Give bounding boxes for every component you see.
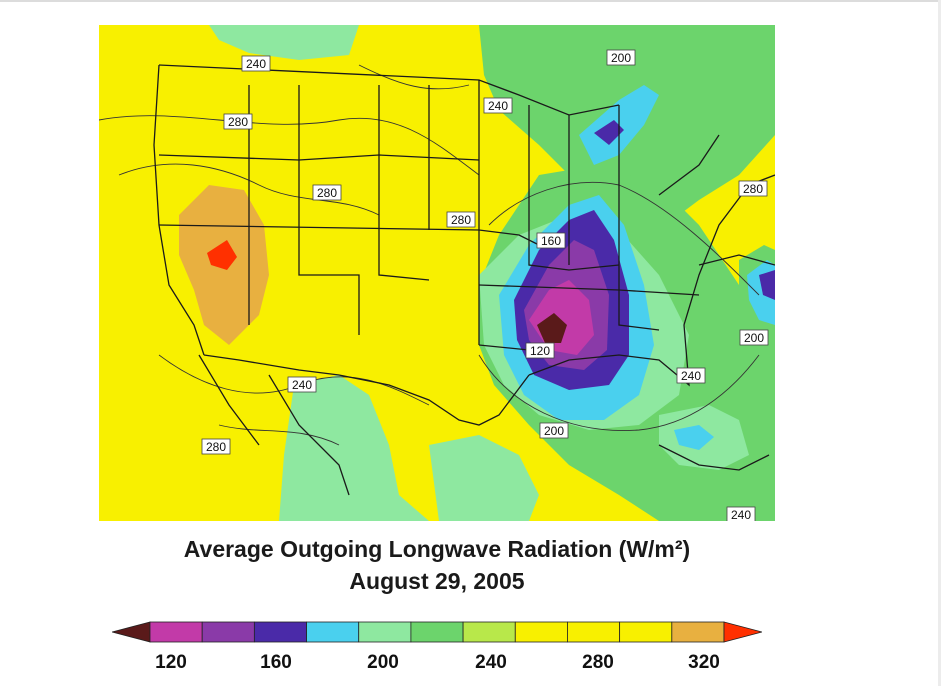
contour-label: 200 xyxy=(606,49,636,66)
svg-text:280: 280 xyxy=(228,115,248,129)
svg-text:240: 240 xyxy=(488,99,508,113)
svg-text:120: 120 xyxy=(530,344,550,358)
map-svg: 240 280 280 280 240 200 280 160 120 200 … xyxy=(99,25,775,521)
shade-southwest-red xyxy=(207,240,237,270)
page-frame-top xyxy=(0,0,941,2)
contour-label: 240 xyxy=(483,97,513,114)
shade-mexico-green xyxy=(279,375,429,521)
contour-label: 240 xyxy=(676,367,706,384)
contour-label: 280 xyxy=(312,184,342,201)
colorbar-tick-label: 200 xyxy=(367,652,399,673)
map-date: August 29, 2005 xyxy=(349,568,525,594)
contour-label: 280 xyxy=(201,438,231,455)
contour-label-group: 240 280 280 280 240 200 280 160 120 200 … xyxy=(201,49,769,521)
contour-label: 200 xyxy=(539,422,569,439)
colorbar-segment xyxy=(410,621,464,643)
contour-label: 200 xyxy=(739,329,769,346)
contour-label: 240 xyxy=(726,506,756,521)
colorbar-tick-label: 320 xyxy=(688,652,720,673)
contour-label: 240 xyxy=(287,376,317,393)
colorbar-segment xyxy=(253,621,307,643)
olr-map: 240 280 280 280 240 200 280 160 120 200 … xyxy=(99,25,775,521)
svg-text:280: 280 xyxy=(743,182,763,196)
colorbar-arrow-right xyxy=(723,621,762,643)
colorbar xyxy=(112,621,762,643)
colorbar-segment xyxy=(358,621,412,643)
colorbar-segment xyxy=(671,621,725,643)
svg-text:200: 200 xyxy=(611,51,631,65)
contour-label: 240 xyxy=(241,55,271,72)
shade-dark-center xyxy=(537,313,567,343)
shade-northwest-green xyxy=(209,25,359,60)
colorbar-arrow-left xyxy=(112,621,151,643)
colorbar-segment xyxy=(514,621,568,643)
boundary-lines xyxy=(153,64,775,496)
colorbar-segments xyxy=(112,621,762,643)
map-title: Average Outgoing Longwave Radiation (W/m… xyxy=(183,536,691,562)
colorbar-tick-label: 160 xyxy=(260,652,292,673)
svg-text:240: 240 xyxy=(246,57,266,71)
svg-text:280: 280 xyxy=(451,213,471,227)
contour-label: 120 xyxy=(525,342,555,359)
colorbar-labels: 120 160 200 240 280 320 xyxy=(0,652,941,678)
colorbar-tick-label: 280 xyxy=(582,652,614,673)
colorbar-segment xyxy=(619,621,673,643)
svg-text:200: 200 xyxy=(744,331,764,345)
svg-text:200: 200 xyxy=(544,424,564,438)
colorbar-segment xyxy=(201,621,255,643)
colorbar-segment xyxy=(149,621,203,643)
contour-label: 280 xyxy=(223,113,253,130)
svg-text:240: 240 xyxy=(681,369,701,383)
shade-atlantic-blue xyxy=(759,270,775,300)
contour-label: 160 xyxy=(536,232,566,249)
svg-text:240: 240 xyxy=(292,378,312,392)
colorbar-tick-label: 240 xyxy=(475,652,507,673)
svg-text:280: 280 xyxy=(317,186,337,200)
svg-text:240: 240 xyxy=(731,508,751,521)
svg-text:160: 160 xyxy=(541,234,561,248)
shade-gulf-green xyxy=(429,435,539,521)
colorbar-segment xyxy=(567,621,621,643)
contour-label: 280 xyxy=(446,211,476,228)
svg-text:280: 280 xyxy=(206,440,226,454)
colorbar-segment xyxy=(306,621,360,643)
page-frame-right xyxy=(938,0,941,686)
colorbar-segment xyxy=(462,621,516,643)
shade-caribbean-cyan xyxy=(674,425,714,450)
contour-label: 280 xyxy=(738,180,768,197)
shade-ne-blue xyxy=(594,120,624,145)
colorbar-tick-label: 120 xyxy=(155,652,187,673)
